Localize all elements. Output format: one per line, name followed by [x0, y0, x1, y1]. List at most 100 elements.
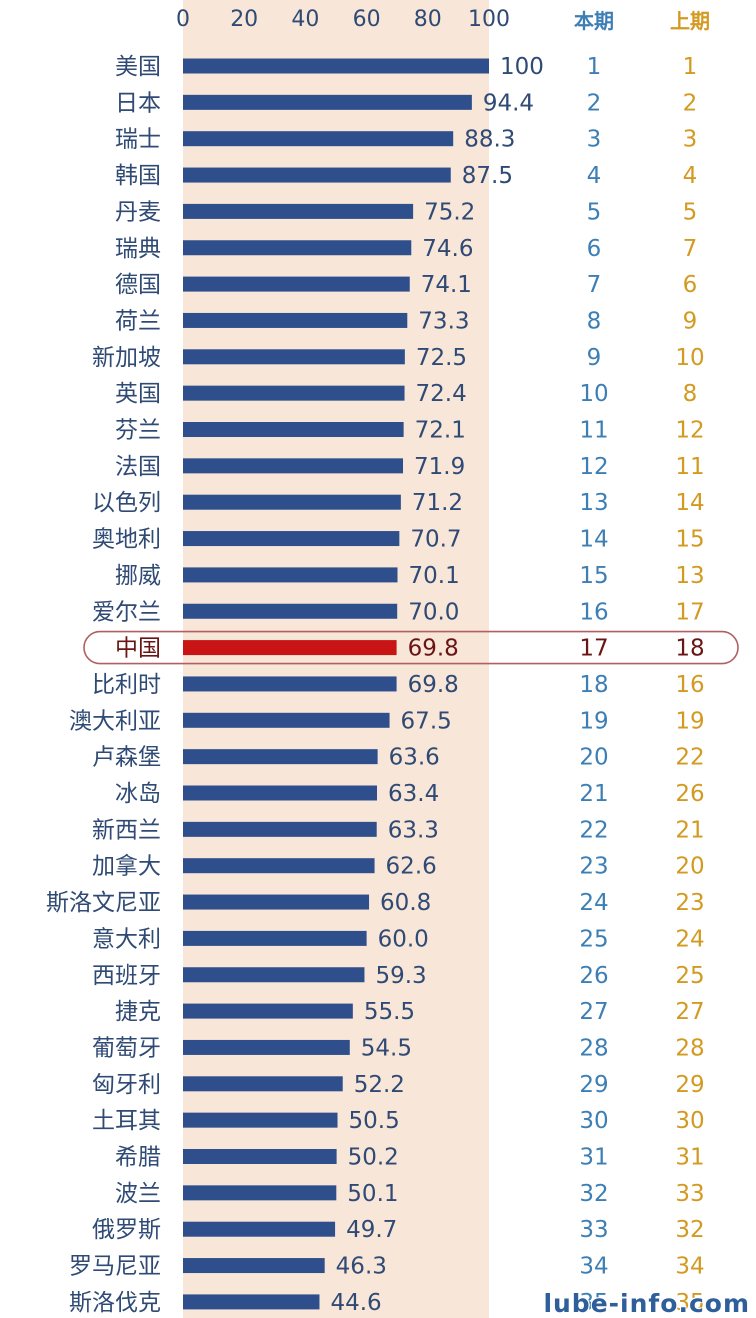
bar [183, 894, 370, 910]
value-label: 69.8 [408, 636, 459, 662]
country-label: 加拿大 [92, 853, 161, 880]
bar [183, 1185, 337, 1201]
previous-rank: 10 [675, 345, 704, 371]
current-rank: 20 [579, 745, 608, 771]
current-rank: 28 [579, 1035, 608, 1061]
current-rank: 32 [579, 1181, 608, 1207]
chart-row: 斯洛文尼亚 60.8 24 23 [46, 890, 705, 916]
x-tick-label: 20 [230, 7, 258, 32]
x-tick-label: 40 [291, 7, 319, 32]
current-rank: 22 [579, 817, 608, 843]
bar [183, 930, 367, 946]
value-label: 55.5 [364, 999, 415, 1025]
chart-row: 比利时 69.8 18 16 [92, 672, 705, 698]
country-label: 瑞士 [115, 127, 161, 153]
country-label: 澳大利亚 [69, 708, 161, 734]
previous-rank: 19 [675, 708, 704, 734]
previous-rank: 11 [675, 454, 704, 480]
current-rank: 27 [579, 999, 608, 1025]
country-label: 新西兰 [92, 817, 161, 843]
current-rank: 33 [579, 1217, 608, 1243]
header-current-period: 本期 [574, 9, 614, 33]
value-label: 70.7 [410, 527, 461, 553]
chart-row: 瑞典 74.6 6 7 [115, 236, 697, 262]
current-rank: 24 [579, 890, 608, 916]
value-label: 60.0 [378, 926, 429, 952]
current-rank: 9 [587, 345, 602, 371]
chart-row: 意大利 60.0 25 24 [92, 926, 705, 952]
country-label: 奥地利 [92, 527, 161, 553]
country-label: 斯洛文尼亚 [46, 890, 161, 916]
chart-row: 葡萄牙 54.5 28 28 [92, 1035, 705, 1061]
header-previous-period: 上期 [670, 9, 710, 33]
country-label: 德国 [115, 272, 161, 298]
country-label: 意大利 [92, 926, 161, 952]
bar [183, 240, 412, 256]
bar [183, 458, 404, 474]
chart-row: 荷兰 73.3 8 9 [115, 308, 697, 334]
bar [183, 1149, 337, 1164]
bar [183, 1221, 336, 1237]
bar [183, 422, 404, 437]
current-rank: 31 [579, 1145, 608, 1171]
value-label: 100 [500, 54, 544, 80]
current-rank: 23 [579, 854, 608, 880]
current-rank: 3 [587, 127, 602, 153]
value-label: 50.5 [349, 1108, 400, 1134]
value-label: 59.3 [375, 963, 426, 989]
value-label: 72.4 [416, 381, 467, 407]
value-label: 71.9 [414, 454, 465, 480]
bar [183, 1076, 343, 1092]
bar [183, 1003, 353, 1019]
previous-rank: 5 [683, 199, 698, 225]
chart-row: 日本 94.4 2 2 [115, 90, 697, 116]
bar [183, 167, 451, 183]
bar [183, 385, 405, 401]
country-label: 葡萄牙 [92, 1035, 161, 1061]
country-label: 荷兰 [115, 308, 161, 334]
chart-row: 新加坡 72.5 9 10 [92, 345, 705, 371]
bar [183, 1112, 338, 1128]
current-rank: 18 [579, 672, 608, 698]
previous-rank: 33 [675, 1181, 704, 1207]
bar [183, 312, 408, 328]
previous-rank: 15 [675, 527, 704, 553]
value-label: 72.5 [416, 345, 467, 371]
current-rank: 6 [587, 236, 602, 262]
value-label: 70.1 [409, 563, 460, 589]
chart-row: 韩国 87.5 4 4 [115, 163, 697, 189]
current-rank: 17 [579, 636, 608, 662]
chart-row: 新西兰 63.3 22 21 [92, 817, 705, 843]
chart-row: 德国 74.1 7 6 [115, 272, 697, 298]
previous-rank: 35 [675, 1290, 704, 1316]
previous-rank: 3 [683, 127, 698, 153]
value-label: 60.8 [380, 890, 431, 916]
previous-rank: 2 [683, 90, 698, 116]
current-rank: 26 [579, 963, 608, 989]
country-label: 挪威 [115, 563, 161, 589]
bar [183, 821, 377, 837]
country-label: 斯洛伐克 [69, 1290, 161, 1316]
x-tick-label: 0 [176, 7, 190, 32]
plot-band [183, 0, 489, 1318]
bar [183, 531, 400, 547]
current-rank: 19 [579, 708, 608, 734]
bar [183, 1294, 320, 1310]
chart-row: 以色列 71.2 13 14 [92, 490, 705, 516]
chart-row: 土耳其 50.5 30 30 [92, 1108, 705, 1134]
chart-row: 奥地利 70.7 14 15 [92, 527, 705, 553]
chart-row: 斯洛伐克 44.6 35 35 [69, 1290, 705, 1316]
previous-rank: 31 [675, 1145, 704, 1171]
bar [183, 58, 489, 74]
country-label: 希腊 [115, 1145, 161, 1171]
previous-rank: 30 [675, 1108, 704, 1134]
country-label: 波兰 [115, 1181, 161, 1207]
bar [183, 131, 454, 147]
previous-rank: 18 [675, 636, 704, 662]
current-rank: 1 [587, 54, 602, 80]
chart-row: 瑞士 88.3 3 3 [115, 127, 697, 153]
bar [183, 494, 401, 510]
value-label: 72.1 [415, 418, 466, 444]
previous-rank: 6 [683, 272, 698, 298]
previous-rank: 20 [675, 854, 704, 880]
